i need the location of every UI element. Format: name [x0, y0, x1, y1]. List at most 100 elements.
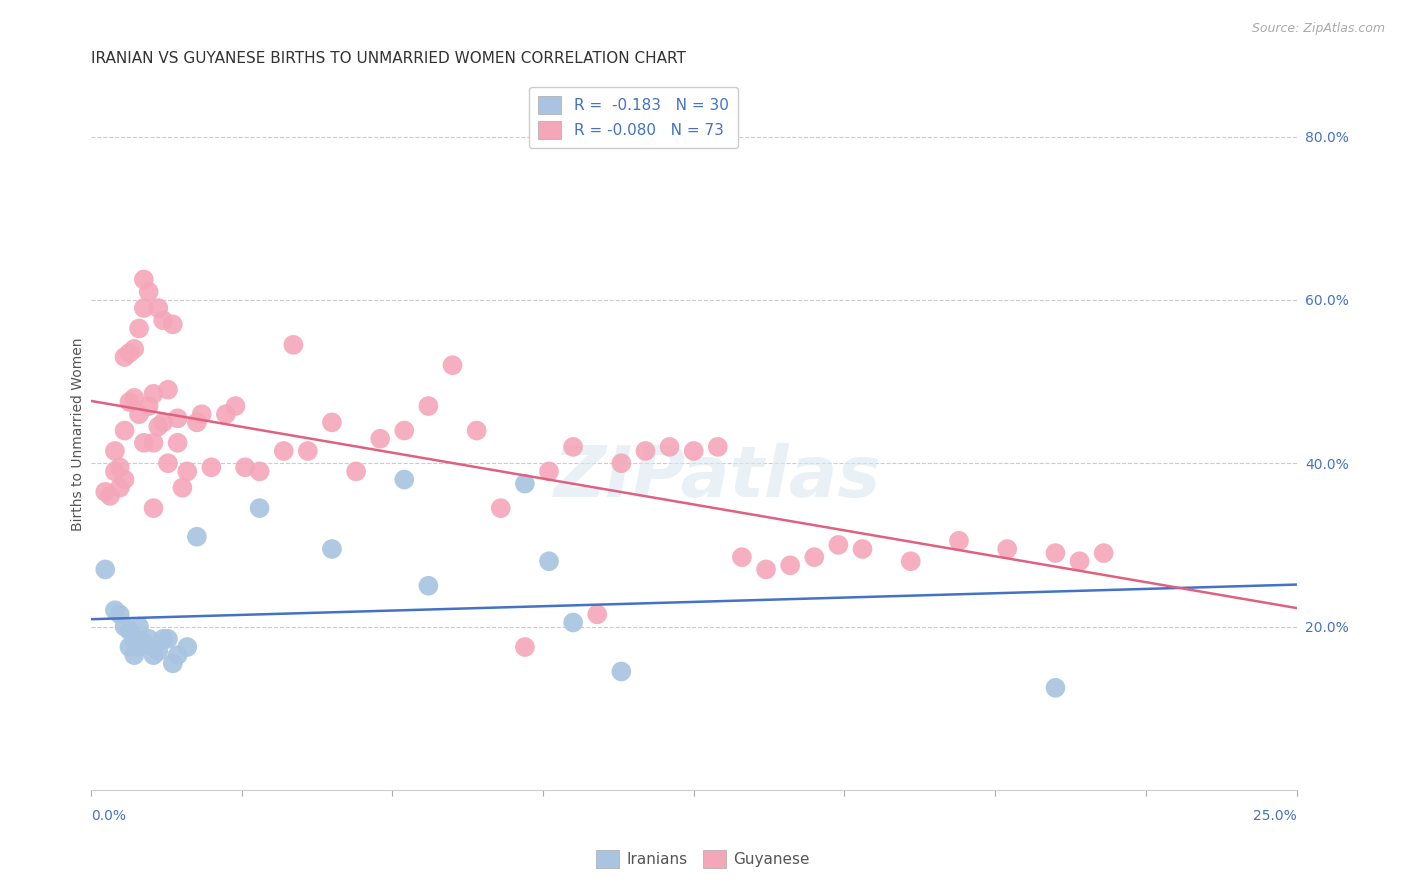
Point: [142, 640, 165, 654]
Text: 25.0%: 25.0%: [1253, 809, 1296, 823]
Point: [200, 460, 222, 475]
Point: [156, 456, 179, 470]
Point: [394, 473, 416, 487]
Point: [142, 435, 165, 450]
Point: [138, 632, 160, 646]
Point: [108, 607, 131, 622]
Point: [1092, 546, 1115, 560]
Point: [152, 632, 174, 646]
Point: [249, 464, 271, 478]
Point: [94, 562, 117, 576]
Point: [156, 632, 179, 646]
Point: [418, 399, 440, 413]
Point: [162, 657, 184, 671]
Point: [176, 464, 198, 478]
Point: [1045, 681, 1067, 695]
Point: [1069, 554, 1091, 568]
Point: [118, 395, 141, 409]
Point: [122, 391, 145, 405]
Point: [128, 640, 150, 654]
Point: [1045, 546, 1067, 560]
Point: [118, 640, 141, 654]
Text: Source: ZipAtlas.com: Source: ZipAtlas.com: [1251, 22, 1385, 36]
Point: [586, 607, 609, 622]
Point: [122, 342, 145, 356]
Point: [537, 554, 560, 568]
Point: [114, 424, 136, 438]
Point: [297, 444, 319, 458]
Point: [162, 318, 184, 332]
Point: [132, 435, 155, 450]
Point: [166, 435, 188, 450]
Point: [122, 648, 145, 662]
Point: [152, 416, 174, 430]
Point: [900, 554, 922, 568]
Point: [215, 407, 238, 421]
Point: [224, 399, 246, 413]
Point: [138, 399, 160, 413]
Point: [537, 464, 560, 478]
Point: [489, 501, 512, 516]
Point: [995, 541, 1018, 556]
Point: [827, 538, 849, 552]
Point: [122, 632, 145, 646]
Point: [114, 350, 136, 364]
Point: [948, 533, 970, 548]
Point: [128, 619, 150, 633]
Point: [118, 624, 141, 638]
Point: [562, 615, 585, 630]
Point: [128, 321, 150, 335]
Point: [118, 346, 141, 360]
Point: [114, 473, 136, 487]
Point: [148, 644, 170, 658]
Point: [186, 416, 208, 430]
Point: [418, 579, 440, 593]
Point: [156, 383, 179, 397]
Point: [132, 272, 155, 286]
Point: [98, 489, 121, 503]
Point: [128, 407, 150, 421]
Text: IRANIAN VS GUYANESE BIRTHS TO UNMARRIED WOMEN CORRELATION CHART: IRANIAN VS GUYANESE BIRTHS TO UNMARRIED …: [91, 51, 686, 66]
Point: [610, 456, 633, 470]
Legend: R =  -0.183   N = 30, R = -0.080   N = 73: R = -0.183 N = 30, R = -0.080 N = 73: [529, 87, 738, 148]
Point: [707, 440, 730, 454]
Point: [108, 481, 131, 495]
Point: [138, 285, 160, 299]
Point: [132, 301, 155, 315]
Y-axis label: Births to Unmarried Women: Births to Unmarried Women: [72, 338, 86, 532]
Point: [779, 558, 801, 573]
Point: [152, 313, 174, 327]
Point: [513, 476, 536, 491]
Point: [249, 501, 271, 516]
Point: [132, 636, 155, 650]
Point: [513, 640, 536, 654]
Point: [233, 460, 256, 475]
Point: [104, 603, 127, 617]
Point: [176, 640, 198, 654]
Text: 0.0%: 0.0%: [91, 809, 125, 823]
Point: [283, 338, 305, 352]
Point: [368, 432, 391, 446]
Point: [682, 444, 704, 458]
Legend: Iranians, Guyanese: Iranians, Guyanese: [591, 844, 815, 873]
Point: [803, 550, 825, 565]
Point: [755, 562, 778, 576]
Point: [441, 358, 464, 372]
Point: [190, 407, 212, 421]
Point: [851, 541, 873, 556]
Point: [321, 541, 343, 556]
Point: [142, 501, 165, 516]
Point: [273, 444, 295, 458]
Point: [465, 424, 488, 438]
Point: [562, 440, 585, 454]
Point: [610, 665, 633, 679]
Text: ZIPatlas: ZIPatlas: [554, 442, 882, 512]
Point: [172, 481, 194, 495]
Point: [634, 444, 657, 458]
Point: [108, 460, 131, 475]
Point: [104, 444, 127, 458]
Point: [344, 464, 367, 478]
Point: [166, 411, 188, 425]
Point: [142, 648, 165, 662]
Point: [94, 484, 117, 499]
